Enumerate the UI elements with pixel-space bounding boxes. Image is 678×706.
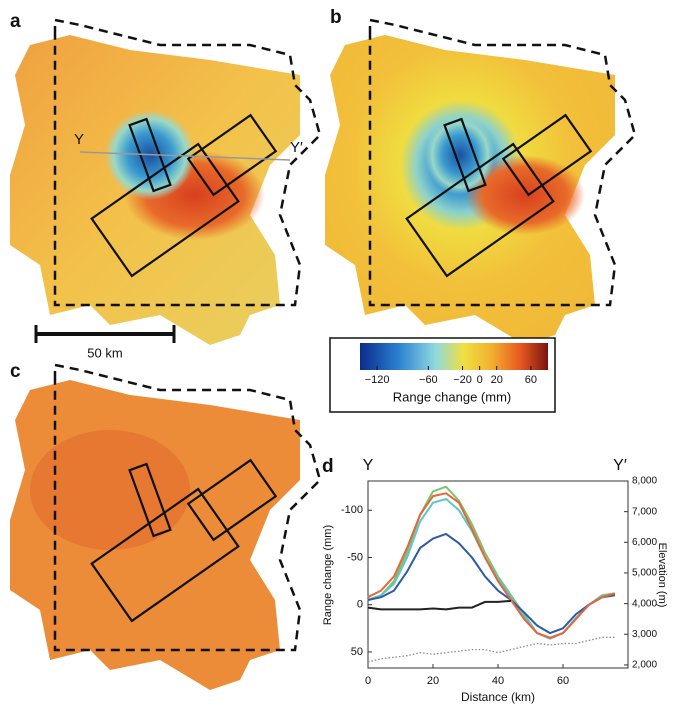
scale-bar (34, 325, 176, 343)
y2-tick-label: 4,000 (632, 598, 657, 609)
y-tick-label: 50 (351, 646, 363, 658)
data-line (367, 636, 615, 663)
profile-end: Y′ (613, 457, 627, 474)
x-tick-label: 40 (492, 675, 504, 687)
y2-tick-label: 2,000 (632, 660, 657, 671)
panel-label: a (10, 11, 21, 32)
y-tick-label: 0 (357, 599, 363, 611)
y-tick-label: -50 (347, 551, 363, 563)
y2-tick-label: 3,000 (632, 629, 657, 640)
colorbar-tick-label: −60 (419, 374, 438, 386)
y2-tick-label: 5,000 (632, 568, 657, 579)
data-line (367, 492, 616, 639)
map-b (325, 18, 637, 345)
panel-label: d (322, 456, 334, 477)
profile-start: Y (363, 457, 374, 474)
data-line (367, 532, 616, 635)
panel-label: b (330, 7, 342, 28)
colorbar-title: Range change (mm) (393, 389, 512, 404)
y2-tick-label: 7,000 (632, 506, 657, 517)
scale-bar-label: 50 km (87, 345, 122, 360)
colorbar-tick-label: −20 (453, 374, 472, 386)
y2-tick-label: 6,000 (632, 537, 657, 548)
x-tick-label: 0 (365, 675, 371, 687)
y-tick-label: -100 (341, 504, 363, 516)
profile-start: Y (74, 131, 84, 148)
y2-tick-label: 8,000 (632, 476, 657, 487)
colorbar (360, 343, 548, 370)
panel-label: c (10, 361, 21, 382)
colorbar-tick-label: 20 (491, 374, 503, 386)
map-c (10, 363, 322, 690)
profile-end: Y′ (290, 139, 303, 156)
y2-axis-title: Elevation (m) (656, 543, 668, 608)
colorbar-tick-label: 60 (525, 374, 537, 386)
data-line (367, 599, 512, 611)
x-tick-label: 20 (427, 675, 439, 687)
x-tick-label: 60 (557, 675, 569, 687)
y-axis-title: Range change (mm) (322, 525, 334, 625)
colorbar-tick-label: −120 (365, 374, 390, 386)
map-a (10, 18, 322, 345)
colorbar-tick-label: 0 (477, 374, 483, 386)
x-axis-title: Distance (km) (461, 690, 535, 704)
